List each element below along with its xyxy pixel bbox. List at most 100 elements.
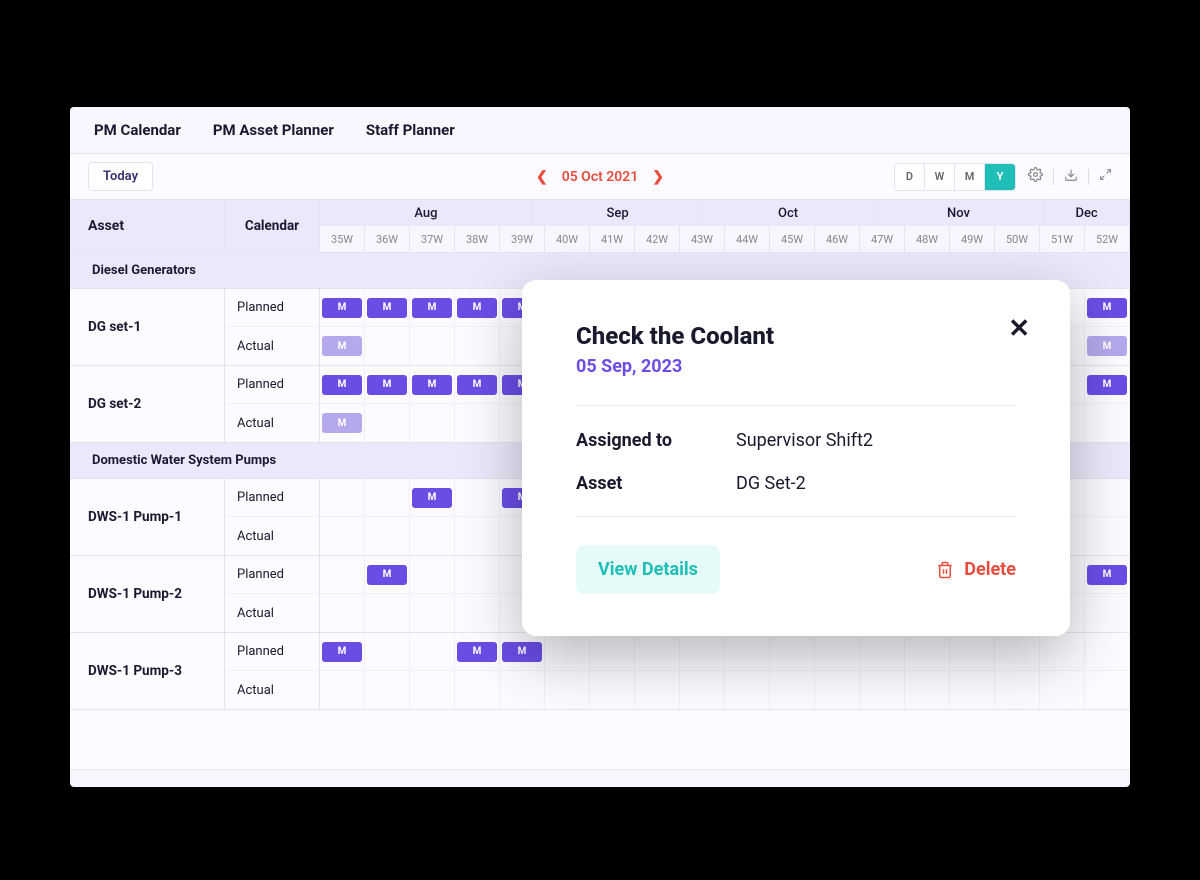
timeline [320,671,1130,709]
top-tabs: PM Calendar PM Asset Planner Staff Plann… [70,107,1130,154]
view-year-button[interactable]: Y [985,164,1015,190]
modal-actions: View Details Delete [576,545,1016,594]
week-cell: 38W [455,226,500,252]
week-cell: 45W [770,226,815,252]
view-month-button[interactable]: M [955,164,985,190]
current-date: 05 Oct 2021 [562,169,639,185]
date-navigator: ❮ 05 Oct 2021 ❯ [536,169,664,185]
view-day-button[interactable]: D [895,164,925,190]
delete-button[interactable]: Delete [936,559,1016,580]
toolbar: Today ❮ 05 Oct 2021 ❯ D W M Y [70,154,1130,200]
week-cell: 49W [950,226,995,252]
month-cell: Nov [874,200,1044,226]
marker-actual[interactable]: M [322,413,362,433]
marker-planned[interactable]: M [412,488,452,508]
today-button[interactable]: Today [88,162,153,191]
marker-actual[interactable]: M [1087,336,1127,356]
modal-date: 05 Sep, 2023 [576,356,1016,377]
marker-planned[interactable]: M [502,642,542,662]
field-assigned: Assigned to Supervisor Shift2 [576,430,1016,451]
asset-name: DWS-1 Pump-3 [70,633,225,709]
assigned-value: Supervisor Shift2 [736,430,873,451]
actual-label: Actual [225,404,320,442]
planned-label: Planned [225,556,320,593]
tab-staff-planner[interactable]: Staff Planner [366,121,455,139]
planned-label: Planned [225,366,320,403]
task-modal: ✕ Check the Coolant 05 Sep, 2023 Assigne… [522,280,1070,636]
week-cell: 46W [815,226,860,252]
actual-label: Actual [225,517,320,555]
marker-planned[interactable]: M [1087,565,1127,585]
download-icon[interactable] [1064,168,1078,186]
asset-value: DG Set-2 [736,473,806,494]
planned-label: Planned [225,289,320,326]
planned-label: Planned [225,479,320,516]
view-week-button[interactable]: W [925,164,955,190]
view-details-button[interactable]: View Details [576,545,720,594]
month-cell: Dec [1044,200,1130,226]
asset-name: DWS-1 Pump-1 [70,479,225,555]
asset-name: DG set-2 [70,366,225,442]
week-cell: 51W [1040,226,1085,252]
actual-label: Actual [225,671,320,709]
week-cell: 42W [635,226,680,252]
week-cell: 37W [410,226,455,252]
modal-divider [576,516,1016,517]
empty-row [70,710,1130,770]
marker-planned[interactable]: M [322,298,362,318]
tab-pm-asset-planner[interactable]: PM Asset Planner [213,121,334,139]
marker-planned[interactable]: M [412,375,452,395]
asset-label: Asset [576,473,736,494]
timeline: MMM [320,633,1130,670]
actual-label: Actual [225,594,320,632]
close-icon[interactable]: ✕ [1008,314,1030,344]
marker-planned[interactable]: M [457,298,497,318]
marker-planned[interactable]: M [322,375,362,395]
week-cell: 40W [545,226,590,252]
month-cell: Oct [703,200,873,226]
marker-planned[interactable]: M [1087,375,1127,395]
asset-row: DWS-1 Pump-3PlannedMMMActual [70,633,1130,710]
marker-planned[interactable]: M [367,565,407,585]
week-cell: 35W [320,226,365,252]
marker-planned[interactable]: M [457,642,497,662]
marker-planned[interactable]: M [412,298,452,318]
prev-date-icon[interactable]: ❮ [536,169,548,185]
next-date-icon[interactable]: ❯ [652,169,664,185]
grid-header: Asset Calendar AugSepOctNovDec 35W36W37W… [70,200,1130,253]
planned-label: Planned [225,633,320,670]
month-cell: Sep [533,200,703,226]
week-cell: 39W [500,226,545,252]
week-cell: 43W [680,226,725,252]
toolbar-divider [1053,169,1054,185]
marker-planned[interactable]: M [322,642,362,662]
modal-divider [576,405,1016,406]
asset-name: DG set-1 [70,289,225,365]
trash-icon [936,560,954,580]
marker-planned[interactable]: M [1087,298,1127,318]
asset-name: DWS-1 Pump-2 [70,556,225,632]
delete-label: Delete [964,559,1016,580]
view-switch: D W M Y [894,163,1016,191]
header-asset: Asset [70,200,225,252]
field-asset: Asset DG Set-2 [576,473,1016,494]
expand-icon[interactable] [1099,168,1112,185]
week-cell: 50W [995,226,1040,252]
gear-icon[interactable] [1028,167,1043,186]
week-cell: 47W [860,226,905,252]
week-cell: 52W [1085,226,1130,252]
marker-planned[interactable]: M [457,375,497,395]
week-cell: 48W [905,226,950,252]
header-calendar: Calendar [225,200,320,252]
months-header: AugSepOctNovDec 35W36W37W38W39W40W41W42W… [320,200,1130,252]
tab-pm-calendar[interactable]: PM Calendar [94,121,181,139]
actual-label: Actual [225,327,320,365]
month-cell: Aug [320,200,533,226]
week-cell: 41W [590,226,635,252]
marker-planned[interactable]: M [367,375,407,395]
week-cell: 44W [725,226,770,252]
marker-actual[interactable]: M [322,336,362,356]
marker-planned[interactable]: M [367,298,407,318]
toolbar-icons [1028,167,1112,186]
toolbar-divider [1088,169,1089,185]
